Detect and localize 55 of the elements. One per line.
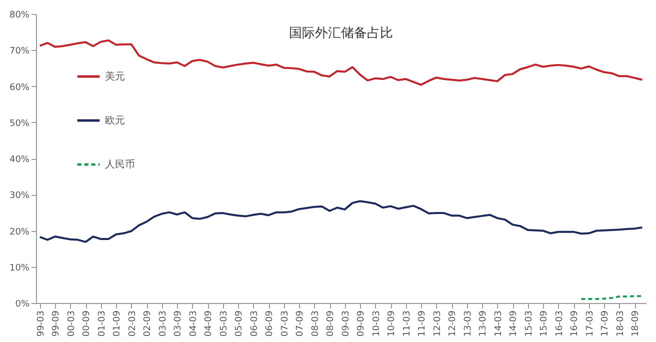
legend-label: 美元 bbox=[105, 70, 125, 82]
x-tick-label: 11-09 bbox=[418, 310, 428, 337]
x-tick-label: 15-09 bbox=[540, 310, 550, 337]
x-tick-label: 15-03 bbox=[524, 310, 534, 337]
x-tick-label: 10-09 bbox=[387, 310, 398, 337]
x-tick-label: 12-09 bbox=[448, 310, 458, 337]
y-tick-label: 60% bbox=[9, 82, 30, 93]
y-tick-label: 0% bbox=[15, 300, 30, 310]
y-tick-label: 40% bbox=[9, 155, 30, 165]
line-series bbox=[38, 39, 644, 86]
y-tick-label: 80% bbox=[9, 10, 30, 20]
x-tick-label: 06-09 bbox=[265, 310, 276, 337]
x-tick-label: 09-03 bbox=[341, 310, 352, 337]
x-tick-label: 06-03 bbox=[250, 310, 260, 337]
y-tick-label: 70% bbox=[9, 46, 30, 57]
x-tick-label: 00-09 bbox=[82, 310, 92, 337]
y-tick-label: 10% bbox=[9, 263, 30, 274]
x-tick-label: 03-09 bbox=[174, 310, 184, 337]
y-tick-label: 30% bbox=[9, 191, 30, 202]
x-tick-label: 16-03 bbox=[554, 310, 565, 337]
x-tick-label: 10-03 bbox=[372, 310, 382, 337]
x-tick-label: 04-09 bbox=[204, 310, 214, 337]
x-tick-label: 05-09 bbox=[234, 310, 245, 337]
y-tick-label: 50% bbox=[9, 118, 30, 129]
x-tick-label: 09-09 bbox=[356, 310, 367, 337]
x-tick-label: 16-09 bbox=[570, 310, 580, 337]
x-tick-label: 02-03 bbox=[128, 310, 138, 337]
x-tick-label: 18-09 bbox=[631, 310, 642, 337]
x-tick-label: 05-03 bbox=[219, 310, 230, 337]
x-tick-label: 14-09 bbox=[509, 310, 520, 337]
x-tick-label: 13-09 bbox=[478, 310, 489, 337]
x-tick-label: 17-03 bbox=[585, 310, 596, 337]
x-tick-label: 12-03 bbox=[432, 310, 443, 337]
x-tick-label: 11-03 bbox=[402, 310, 412, 337]
x-tick-label: 08-03 bbox=[310, 310, 321, 337]
x-tick-label: 07-03 bbox=[280, 310, 290, 337]
x-tick-label: 01-09 bbox=[112, 310, 123, 337]
x-tick-label: 02-09 bbox=[143, 310, 154, 337]
x-tick-label: 14-03 bbox=[494, 310, 504, 337]
x-tick-label: 17-09 bbox=[600, 310, 611, 337]
legend-label: 欧元 bbox=[105, 116, 125, 126]
x-tick-label: 99-09 bbox=[52, 310, 62, 337]
x-tick-label: 18-03 bbox=[616, 310, 626, 337]
x-tick-label: 01-03 bbox=[97, 310, 108, 337]
x-tick-label: 07-09 bbox=[296, 310, 306, 337]
x-tick-label: 08-09 bbox=[326, 310, 336, 337]
x-tick-label: 13-03 bbox=[463, 310, 474, 337]
text: 国际外汇储备占比 bbox=[289, 26, 393, 41]
x-tick-label: 04-03 bbox=[188, 310, 199, 337]
legend-label: 人民币 bbox=[105, 158, 135, 170]
y-tick-label: 20% bbox=[9, 227, 30, 238]
line-series bbox=[38, 200, 644, 243]
x-tick-label: 00-03 bbox=[66, 310, 77, 337]
x-tick-label: 99-03 bbox=[36, 310, 46, 337]
x-tick-label: 03-03 bbox=[158, 310, 168, 337]
